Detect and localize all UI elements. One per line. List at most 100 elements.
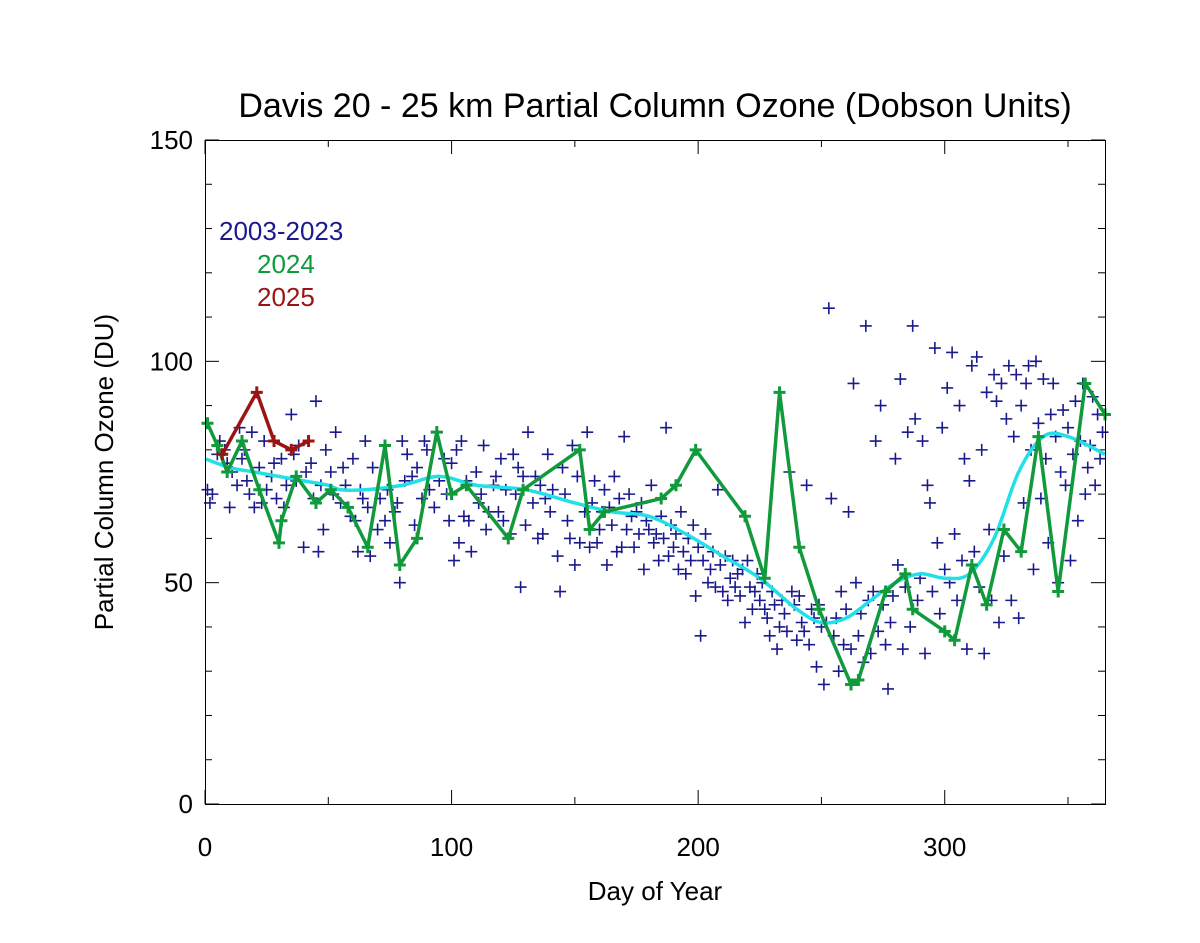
data-point-2003-2023 [975,443,988,456]
data-point-2003-2023 [546,483,559,496]
data-point-2003-2023 [591,536,604,549]
data-point-2003-2023 [477,439,490,452]
data-point-2003-2023 [462,514,475,527]
data-point-2003-2023 [901,426,914,439]
data-point-2003-2023 [401,448,414,461]
data-point-2003-2023 [492,505,505,518]
data-point-2003-2023 [268,457,281,470]
data-point-2003-2023 [822,302,835,315]
data-point-2003-2023 [235,452,248,465]
data-point-2003-2023 [852,629,865,642]
series-2024-point [201,417,214,430]
data-point-2003-2023 [605,519,618,532]
series-2024-point [361,541,374,554]
data-point-2003-2023 [452,536,465,549]
series-2024-point [379,439,391,452]
data-point-2003-2023 [443,514,456,527]
data-point-2003-2023 [1069,395,1082,408]
series-2024-point [445,488,458,501]
data-point-2003-2023 [817,678,830,691]
data-point-2003-2023 [936,421,949,434]
data-point-2003-2023 [955,554,968,567]
data-point-2003-2023 [721,594,734,607]
data-point-2003-2023 [312,545,325,558]
data-point-2003-2023 [1044,408,1057,421]
data-point-2003-2023 [983,523,996,536]
data-point-2003-2023 [825,492,838,505]
data-point-2003-2023 [790,634,803,647]
data-point-2003-2023 [420,443,433,456]
series-2025 [216,386,315,461]
data-point-2003-2023 [600,558,613,571]
series-2024-point [324,483,337,496]
data-point-2003-2023 [541,448,554,461]
data-point-2003-2023 [748,585,761,598]
series-2024-point [758,572,771,585]
data-point-2003-2023 [667,541,680,554]
data-point-2003-2023 [393,576,406,589]
data-point-2003-2023 [704,563,717,576]
data-point-2003-2023 [561,514,574,527]
data-point-2003-2023 [896,643,909,656]
data-point-2003-2023 [911,594,924,607]
data-point-2003-2023 [859,319,872,332]
series-2024-point [272,536,285,549]
data-point-2003-2023 [337,461,350,474]
data-point-2003-2023 [741,554,754,567]
data-point-2003-2023 [832,665,845,678]
data-point-2003-2023 [563,532,576,545]
series-2024-point [906,603,919,616]
data-point-2003-2023 [995,377,1008,390]
data-point-2003-2023 [1096,426,1109,439]
series-climatology [204,431,1106,625]
data-point-2003-2023 [980,386,993,399]
data-point-2003-2023 [1064,554,1077,567]
data-point-2003-2023 [845,643,858,656]
series-2025-point [302,435,315,448]
data-point-2003-2023 [240,474,253,487]
data-point-2003-2023 [1071,514,1084,527]
data-point-2003-2023 [874,399,887,412]
series-2024-point [689,443,702,456]
data-point-2003-2023 [536,527,549,540]
data-point-2003-2023 [1012,612,1025,625]
data-point-2003-2023 [1059,479,1072,492]
series-2024-point [980,598,993,611]
data-point-2003-2023 [620,523,633,536]
data-point-2003-2023 [684,554,697,567]
data-point-2003-2023 [674,505,687,518]
data-point-2003-2023 [608,470,621,483]
data-point-2003-2023 [1020,377,1033,390]
y-tick-label: 100 [150,346,193,376]
data-point-2003-2023 [795,616,808,629]
data-point-2003-2023 [960,643,973,656]
data-point-2003-2023 [970,350,983,363]
data-point-2003-2023 [1015,399,1028,412]
data-point-2003-2023 [761,612,774,625]
data-point-2003-2023 [778,607,791,620]
data-point-2003-2023 [889,452,902,465]
x-tick-label: 0 [198,832,212,862]
data-point-2003-2023 [1027,563,1040,576]
series-2024-point [1052,585,1065,598]
data-point-2003-2023 [657,532,670,545]
series-2024-point [460,479,473,492]
data-point-2003-2023 [793,589,806,602]
data-point-2003-2023 [906,319,919,332]
legend: 2003-2023 2024 2025 [219,216,343,312]
series-2024-point [965,558,978,571]
data-point-2003-2023 [884,616,897,629]
data-point-2003-2023 [1057,404,1070,417]
data-point-2003-2023 [642,523,655,536]
climatology-line [204,431,1106,625]
data-point-2003-2023 [879,638,892,651]
data-point-2003-2023 [933,607,946,620]
data-point-2003-2023 [346,452,359,465]
data-point-2003-2023 [689,589,702,602]
data-point-2003-2023 [894,373,907,386]
data-point-2003-2023 [882,682,895,695]
data-point-2003-2023 [679,567,692,580]
series-2025-point [216,448,229,461]
tick-labels: 0 100 200 300 0 50 100 150 [150,125,967,862]
data-point-2003-2023 [206,488,219,501]
